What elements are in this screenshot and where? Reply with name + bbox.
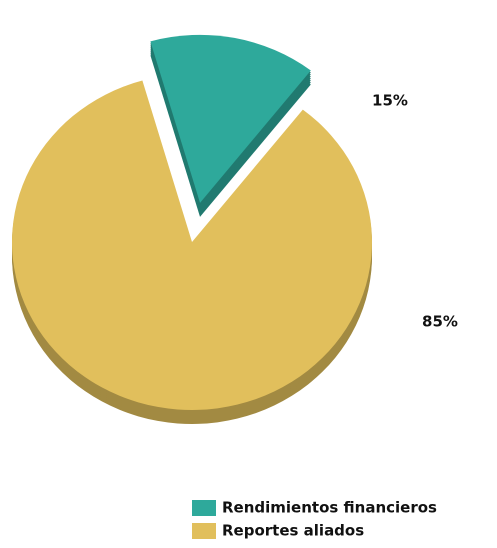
value-label: 15% xyxy=(372,92,408,110)
value-label: 85% xyxy=(422,313,458,331)
legend-label: Rendimientos financieros xyxy=(222,499,437,517)
legend-swatch xyxy=(192,523,216,539)
legend-label: Reportes aliados xyxy=(222,522,364,540)
slice xyxy=(11,80,372,410)
legend-swatch xyxy=(192,500,216,516)
slice xyxy=(150,34,311,203)
